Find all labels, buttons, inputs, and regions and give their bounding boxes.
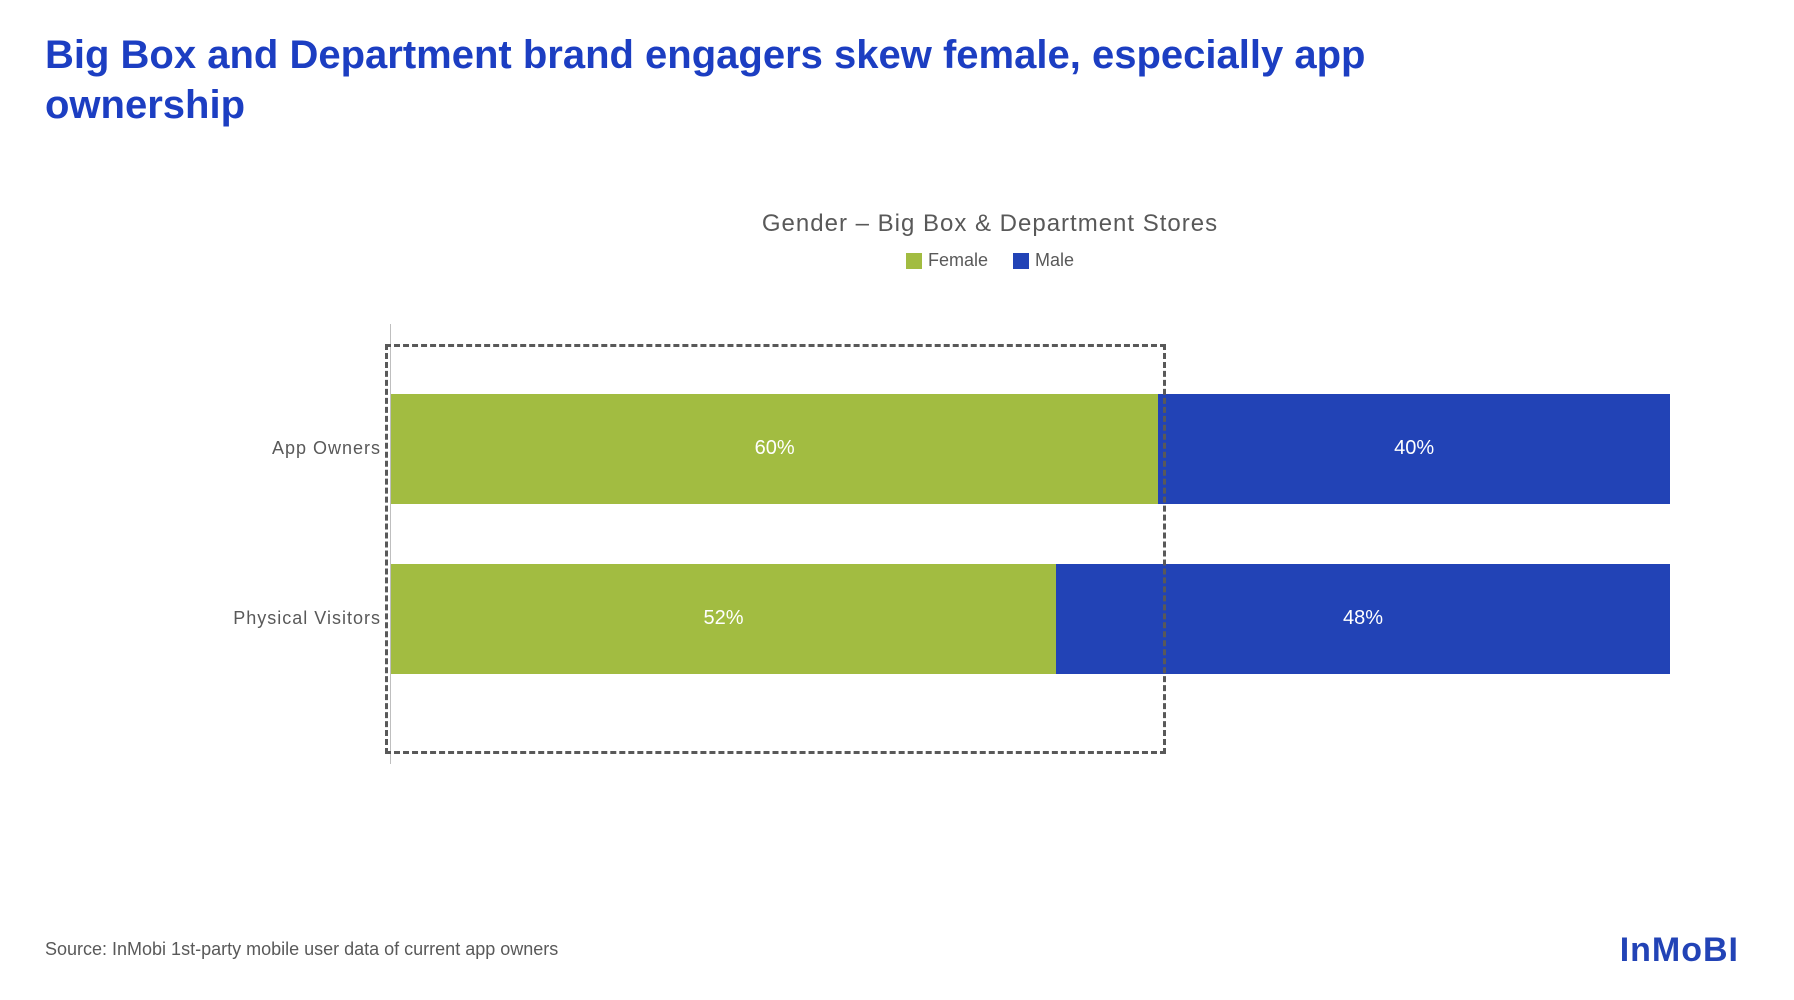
legend-swatch-male — [1013, 253, 1029, 269]
stacked-bar: 60% 40% — [391, 394, 1670, 504]
row-label: Physical Visitors — [196, 608, 381, 629]
legend-item-female: Female — [906, 250, 988, 271]
bar-row-app-owners: App Owners 60% 40% — [391, 394, 1670, 504]
bar-seg-male: 40% — [1158, 394, 1670, 504]
bar-seg-female: 60% — [391, 394, 1158, 504]
legend-label-female: Female — [928, 250, 988, 271]
bar-value: 60% — [755, 437, 795, 460]
source-text: Source: InMobi 1st-party mobile user dat… — [45, 939, 558, 960]
bar-value: 52% — [704, 607, 744, 630]
row-label: App Owners — [196, 438, 381, 459]
inmobi-logo: InMoBI — [1620, 931, 1739, 970]
bars-container: App Owners 60% 40% Physical Visitors 52%… — [390, 324, 1670, 764]
slide-title: Big Box and Department brand engagers sk… — [45, 30, 1545, 130]
chart-title: Gender – Big Box & Department Stores — [390, 210, 1590, 238]
legend-swatch-female — [906, 253, 922, 269]
stacked-bar: 52% 48% — [391, 564, 1670, 674]
chart-region: Gender – Big Box & Department Stores Fem… — [200, 210, 1700, 764]
bar-row-physical-visitors: Physical Visitors 52% 48% — [391, 564, 1670, 674]
bar-seg-female: 52% — [391, 564, 1056, 674]
legend-item-male: Male — [1013, 250, 1074, 271]
bar-value: 40% — [1394, 437, 1434, 460]
legend-label-male: Male — [1035, 250, 1074, 271]
bar-seg-male: 48% — [1056, 564, 1670, 674]
chart-legend: Female Male — [390, 250, 1590, 274]
bar-value: 48% — [1343, 607, 1383, 630]
